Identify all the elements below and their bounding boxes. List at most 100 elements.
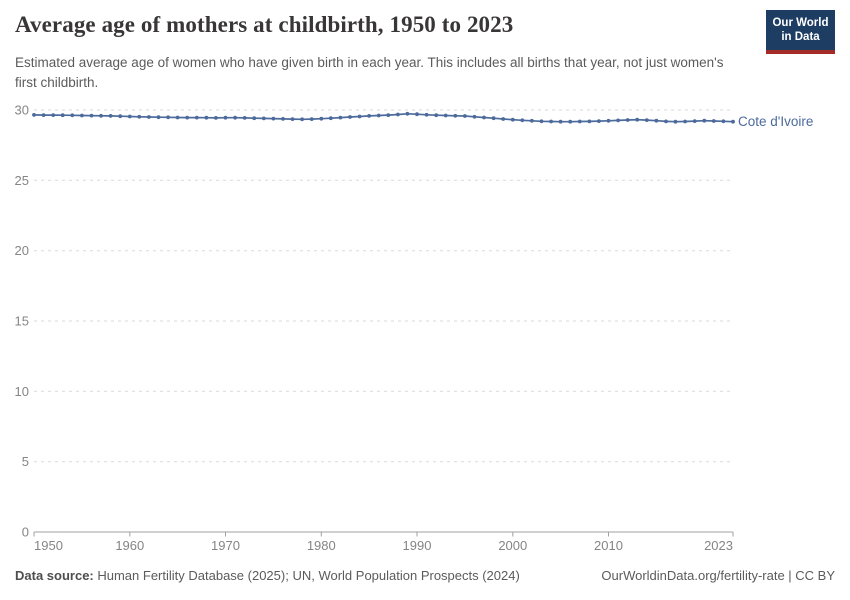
data-point <box>214 116 218 120</box>
data-point <box>654 118 659 123</box>
y-axis-labels: 0 5 10 15 20 25 30 <box>15 103 29 540</box>
data-point <box>501 117 506 121</box>
data-point <box>271 116 276 121</box>
y-tick-label: 20 <box>15 243 29 258</box>
chart-footer: Data source: Human Fertility Database (2… <box>15 568 835 583</box>
owid-logo-text: Our World in Data <box>766 10 835 50</box>
y-tick-label: 10 <box>15 384 29 399</box>
data-point <box>60 113 65 118</box>
data-point <box>281 117 285 121</box>
page-title: Average age of mothers at childbirth, 19… <box>15 12 514 37</box>
y-tick-label: 5 <box>22 454 29 469</box>
data-source-text: Human Fertility Database (2025); UN, Wor… <box>93 568 520 583</box>
data-point <box>319 116 324 121</box>
data-point <box>127 114 132 119</box>
data-point <box>644 118 649 122</box>
data-point <box>472 114 477 119</box>
data-point <box>357 114 362 119</box>
x-tick-label: 1980 <box>307 538 336 553</box>
data-point <box>443 113 448 118</box>
data-point <box>80 113 84 118</box>
data-point <box>606 118 611 123</box>
data-point <box>587 119 592 124</box>
data-point <box>300 117 304 122</box>
data-point <box>683 119 687 124</box>
data-point <box>309 117 314 121</box>
data-point <box>597 119 601 123</box>
data-point <box>415 112 419 117</box>
x-axis <box>33 531 734 537</box>
data-point <box>166 115 171 120</box>
x-axis-labels: 1950 1960 1970 1980 1990 2000 2010 2023 <box>34 538 733 553</box>
series-label: Cote d'Ivoire <box>738 114 813 129</box>
data-point <box>89 113 94 118</box>
data-point <box>328 116 333 121</box>
data-point <box>405 111 410 116</box>
data-point <box>223 115 228 120</box>
data-point <box>673 119 678 124</box>
data-point <box>721 119 726 124</box>
owid-logo-line2: in Data <box>781 31 820 44</box>
data-point <box>156 115 161 120</box>
data-point <box>702 118 707 123</box>
data-point <box>233 115 238 120</box>
data-point <box>625 118 630 122</box>
owid-logo[interactable]: Our World in Data <box>766 10 835 54</box>
data-point <box>175 115 180 120</box>
data-point <box>185 115 190 120</box>
data-point <box>108 114 113 118</box>
data-point <box>520 118 525 123</box>
data-point <box>137 114 142 119</box>
data-point <box>453 113 458 118</box>
data-point <box>482 115 486 120</box>
data-point <box>41 113 46 117</box>
license-link[interactable]: OurWorldinData.org/fertility-rate | CC B… <box>601 568 835 583</box>
data-point <box>348 115 352 119</box>
x-tick-label: 1950 <box>34 538 63 553</box>
data-point <box>99 113 103 118</box>
x-tick-label: 1970 <box>211 538 240 553</box>
data-point <box>463 114 467 118</box>
data-point <box>338 115 343 120</box>
data-point <box>530 118 534 123</box>
data-point <box>32 113 36 117</box>
data-point <box>635 117 640 122</box>
data-point <box>118 114 123 119</box>
data-point <box>616 118 620 123</box>
x-tick-label: 2023 <box>704 538 733 553</box>
data-point <box>51 113 56 117</box>
y-tick-label: 0 <box>22 525 29 540</box>
x-tick-label: 1960 <box>115 538 144 553</box>
data-point <box>396 112 400 117</box>
y-tick-label: 15 <box>15 314 29 329</box>
data-point <box>252 116 257 121</box>
data-point <box>510 117 515 122</box>
data-point <box>434 113 439 118</box>
data-point <box>568 119 573 124</box>
data-point <box>558 119 563 124</box>
data-point <box>367 114 371 118</box>
data-point <box>261 116 266 121</box>
y-tick-label: 25 <box>15 173 29 188</box>
data-point <box>549 119 553 124</box>
data-point <box>664 119 668 124</box>
x-tick-label: 2000 <box>498 538 527 553</box>
x-tick-label: 2010 <box>594 538 623 553</box>
data-source-note: Data source: Human Fertility Database (2… <box>15 568 520 583</box>
data-point <box>194 115 199 120</box>
owid-logo-stripe <box>766 49 835 54</box>
data-point <box>711 119 716 123</box>
owid-logo-line1: Our World <box>772 17 829 29</box>
data-point <box>577 119 582 124</box>
data-point <box>204 115 209 120</box>
data-point <box>491 116 496 121</box>
data-point <box>539 119 544 124</box>
y-tick-label: 30 <box>15 103 29 118</box>
data-point <box>70 113 75 118</box>
data-point <box>731 119 735 124</box>
data-point <box>376 113 381 118</box>
x-tick-label: 1990 <box>403 538 432 553</box>
data-point <box>386 113 391 117</box>
